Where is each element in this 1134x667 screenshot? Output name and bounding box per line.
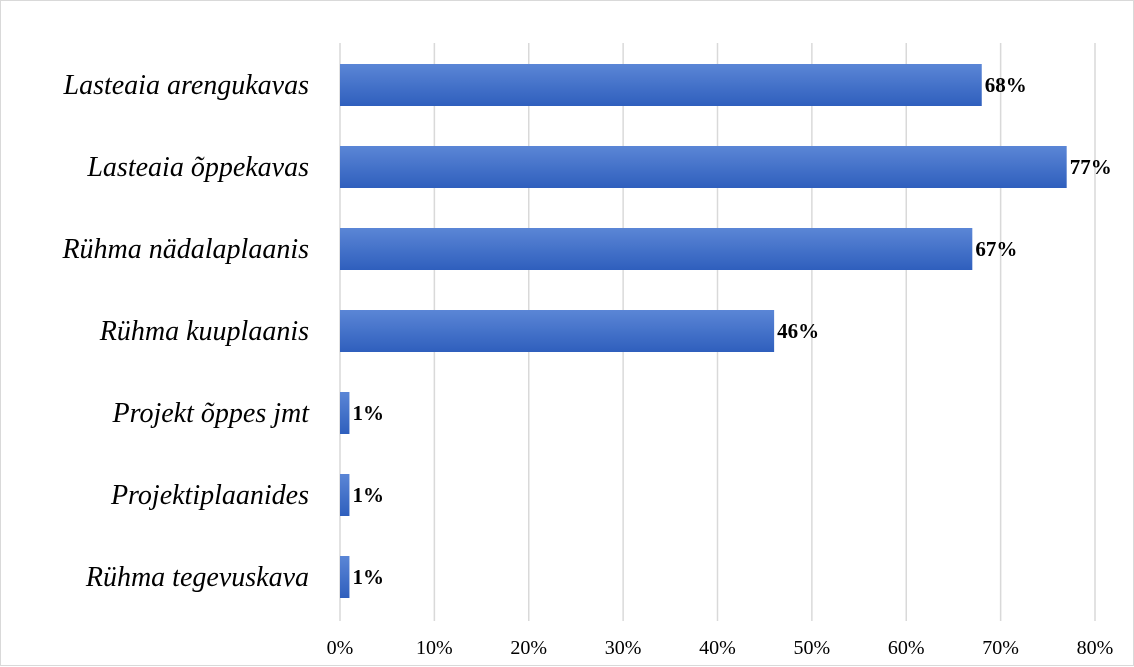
category-label-0: Lasteaia arengukavas <box>63 70 310 101</box>
bar-0 <box>340 64 982 106</box>
data-label-1: 77% <box>1070 155 1112 179</box>
category-label-4: Projekt õppes jmt <box>112 398 311 429</box>
bar-6 <box>340 556 350 598</box>
bar-4 <box>340 392 350 434</box>
category-label-1: Lasteaia õppekavas <box>86 152 309 183</box>
x-tick-label-0: 0% <box>327 637 354 659</box>
category-labels: Lasteaia arengukavas Lasteaia õppekavas Rü… <box>61 70 310 593</box>
bar-2 <box>340 228 973 270</box>
data-label-4: 1% <box>352 401 384 425</box>
category-label-2: Rühma nädalaplaanis <box>61 234 309 265</box>
x-tick-label-50: 50% <box>794 637 831 659</box>
x-tick-label-60: 60% <box>888 637 925 659</box>
x-tick-label-10: 10% <box>416 637 453 659</box>
category-label-5: Projektiplaanides <box>110 480 309 511</box>
x-tick-label-40: 40% <box>699 637 736 659</box>
data-label-5: 1% <box>352 483 384 507</box>
bar-1 <box>340 146 1067 188</box>
data-label-3: 46% <box>777 319 819 343</box>
x-tick-label-70: 70% <box>982 637 1019 659</box>
x-tick-label-20: 20% <box>510 637 547 659</box>
x-tick-label-30: 30% <box>605 637 642 659</box>
x-tick-label-80: 80% <box>1077 637 1114 659</box>
category-label-6: Rühma tegevuskava <box>85 562 309 593</box>
bar-5 <box>340 474 350 516</box>
bar-3 <box>340 310 775 352</box>
bars <box>340 64 1067 598</box>
data-label-2: 67% <box>975 237 1017 261</box>
data-label-0: 68% <box>985 73 1027 97</box>
category-label-3: Rühma kuuplaanis <box>99 316 309 347</box>
data-label-6: 1% <box>352 565 384 589</box>
data-labels: 68% 77% 67% 46% 1% 1% 1% <box>352 73 1111 589</box>
x-axis-tick-labels: 0% 10% 20% 30% 40% 50% 60% 70% 80% <box>327 637 1114 659</box>
